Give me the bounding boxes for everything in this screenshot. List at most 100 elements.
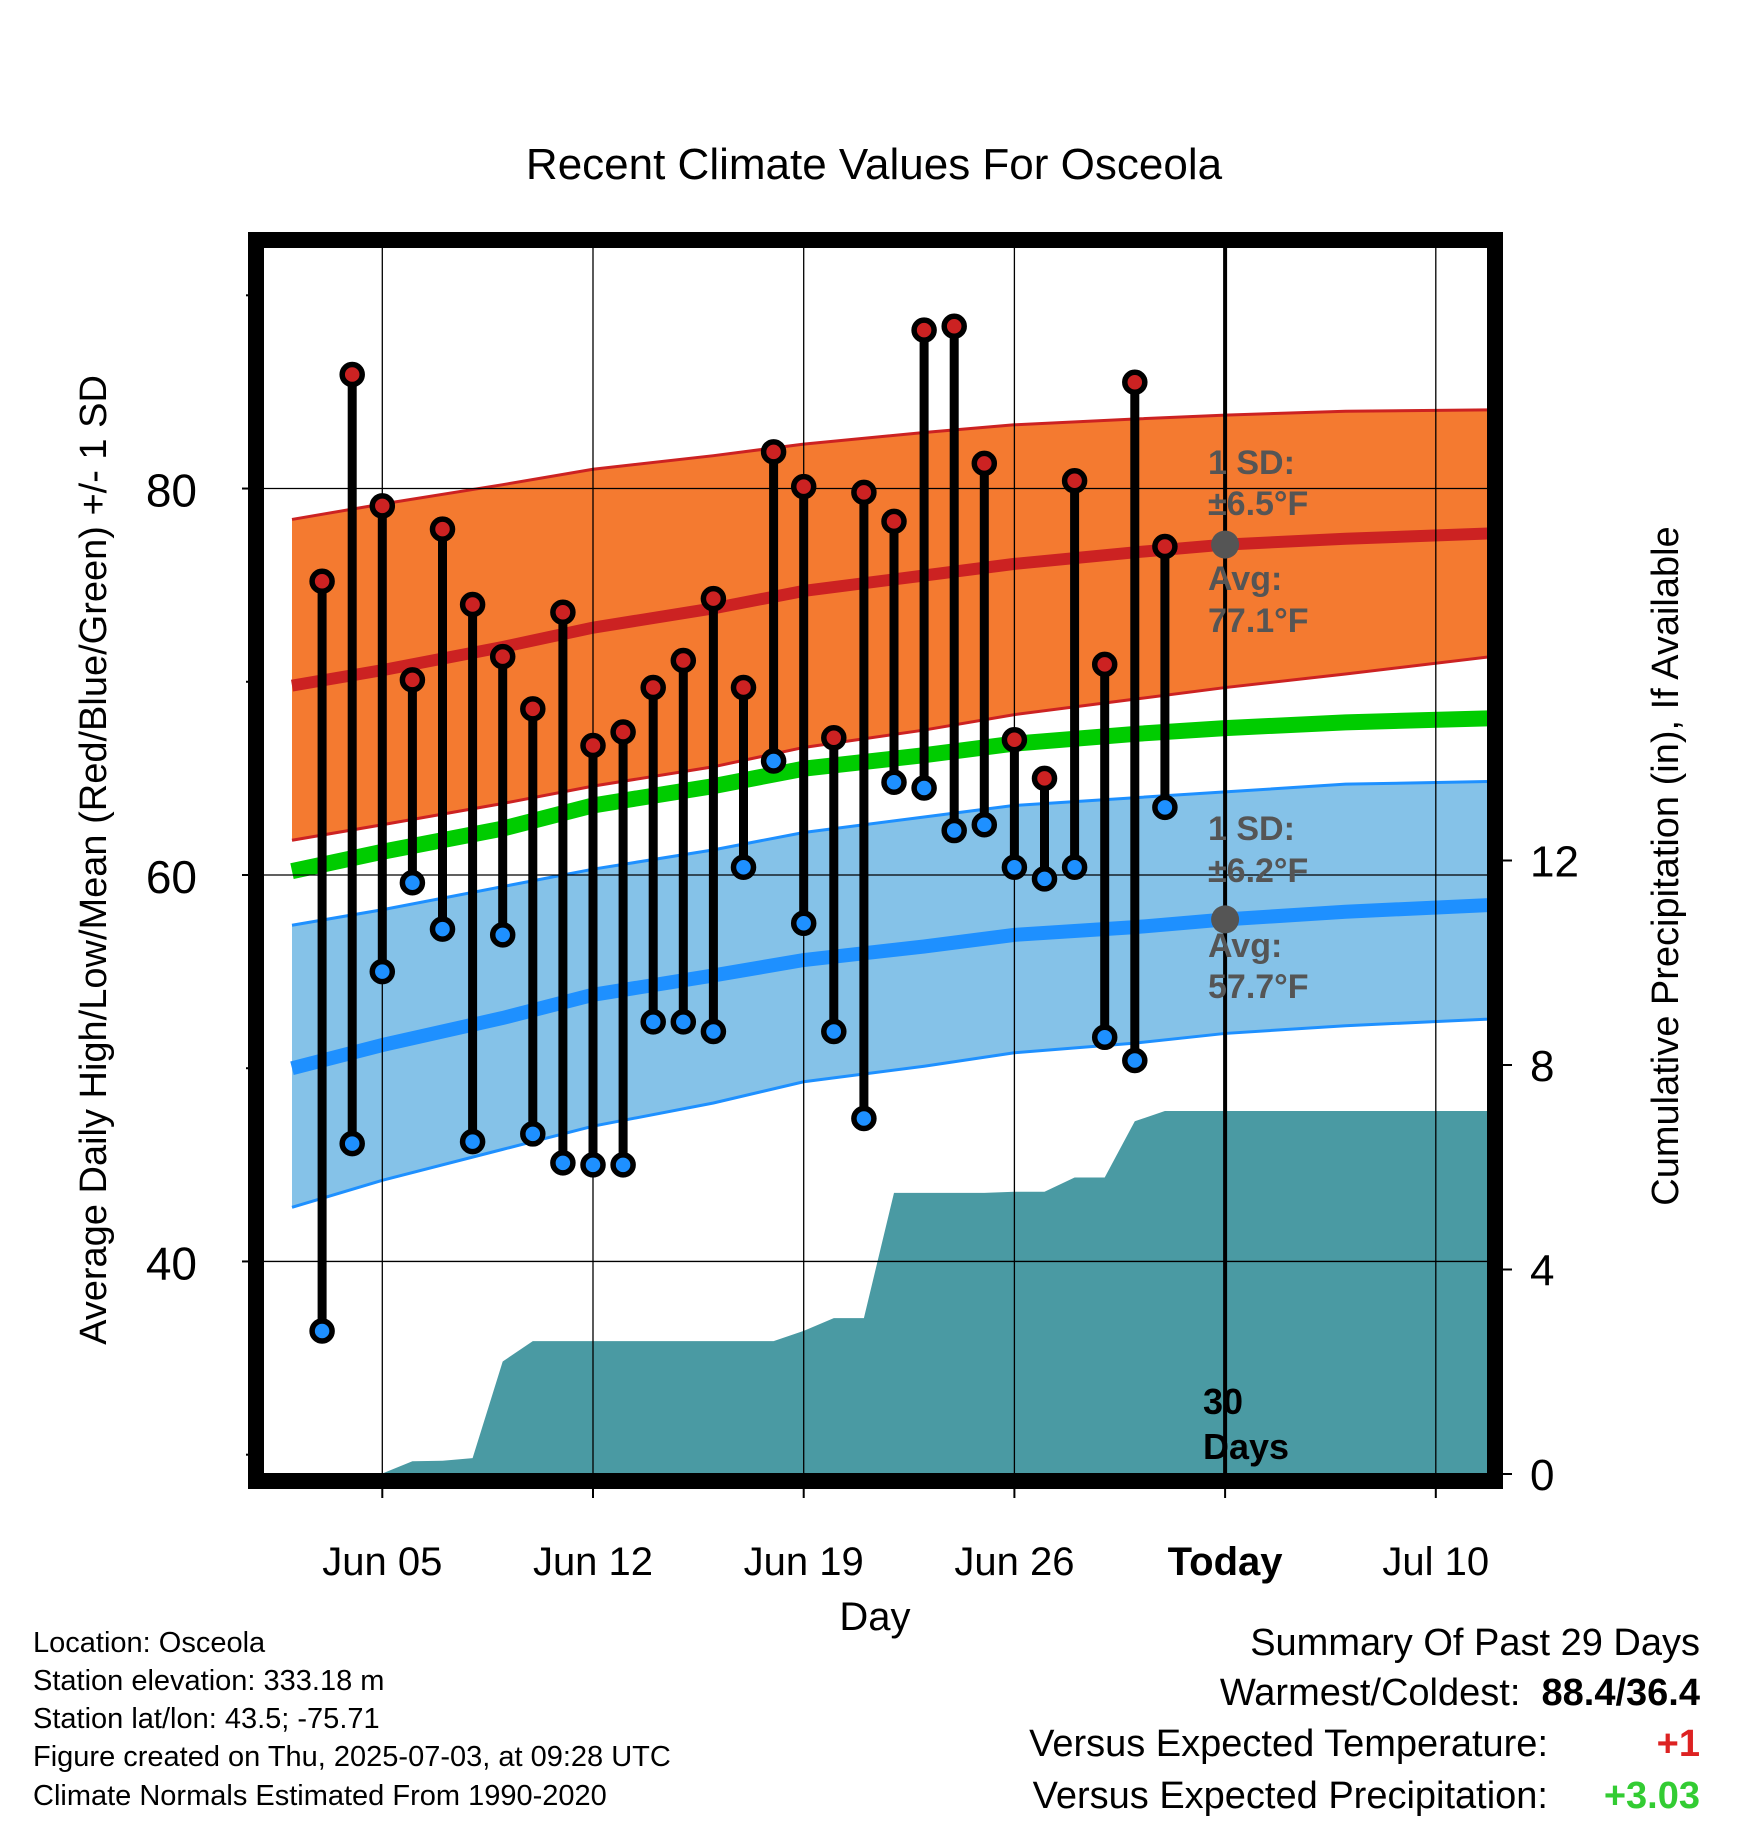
low-point <box>1061 854 1088 881</box>
warm-cold-label: Warmest/Coldest: <box>1219 1672 1521 1714</box>
high-point <box>580 732 606 759</box>
high-point <box>550 599 576 625</box>
x-axis-title: Day <box>839 1595 910 1639</box>
low-point <box>399 869 426 896</box>
x-tick-label: Today <box>1168 1540 1284 1584</box>
y2-axis-title: Cumulative Precipitation (in), If Availa… <box>1645 526 1687 1205</box>
y-tick-label: 60 <box>146 851 197 903</box>
low-point <box>369 958 396 985</box>
high-point <box>670 647 697 674</box>
low-point <box>911 775 937 801</box>
high-point <box>1061 468 1088 494</box>
low-point <box>1091 1024 1118 1051</box>
high-point <box>851 479 877 506</box>
precip-label: Versus Expected Precipitation: <box>1032 1775 1548 1817</box>
low-sd-value: ±6.2°F <box>1208 852 1308 890</box>
days-label: Days <box>1203 1426 1289 1467</box>
high-point <box>1001 726 1028 753</box>
y-tick-label: 80 <box>146 465 197 517</box>
high-point <box>640 674 666 701</box>
y2-tick-label: 0 <box>1530 1451 1554 1500</box>
low-point <box>730 854 757 881</box>
x-tick-label: Jul 10 <box>1382 1540 1489 1584</box>
low-avg-label: Avg: <box>1208 927 1282 965</box>
y2-tick-label: 8 <box>1530 1042 1554 1091</box>
low-point <box>489 922 516 948</box>
high-point <box>429 516 456 542</box>
x-tick-label: Jun 12 <box>533 1540 653 1584</box>
x-tick-label: Jun 26 <box>954 1540 1074 1584</box>
low-point <box>1152 794 1178 821</box>
high-point <box>369 493 396 519</box>
low-avg-value: 57.7°F <box>1208 968 1309 1006</box>
low-point <box>520 1121 546 1147</box>
days-count: 30 <box>1203 1381 1243 1422</box>
high-avg-label: Avg: <box>1208 560 1282 598</box>
high-point <box>790 473 817 500</box>
high-point <box>459 591 486 618</box>
elevation-text: Station elevation: 333.18 m <box>33 1665 385 1697</box>
y-axis-title: Average Daily High/Low/Mean (Red/Blue/Gr… <box>73 375 115 1345</box>
high-point <box>700 585 727 612</box>
high-point <box>489 643 516 670</box>
low-point <box>459 1128 486 1155</box>
high-point <box>971 450 998 477</box>
precipitation-area <box>292 1111 1488 1474</box>
high-point <box>309 568 335 595</box>
low-point <box>580 1152 606 1178</box>
high-point <box>399 667 426 693</box>
warm-cold-value: 88.4/36.4 <box>1541 1672 1700 1714</box>
low-point <box>790 910 817 937</box>
high-point <box>610 719 636 745</box>
high-point <box>339 361 365 388</box>
low-point <box>881 769 907 795</box>
low-point <box>670 1009 697 1035</box>
low-point <box>941 817 967 844</box>
latlon-text: Station lat/lon: 43.5; -75.71 <box>33 1703 380 1735</box>
high-sd-label: 1 SD: <box>1208 444 1295 482</box>
y2-tick-label: 4 <box>1530 1247 1554 1296</box>
low-point <box>640 1009 666 1035</box>
chart-title: Recent Climate Values For Osceola <box>525 140 1223 189</box>
high-point <box>1091 651 1118 678</box>
low-point <box>1122 1047 1148 1074</box>
high-sd-value: ±6.5°F <box>1208 485 1308 523</box>
low-point <box>550 1150 576 1176</box>
high-point <box>520 696 546 722</box>
high-point <box>821 725 847 751</box>
low-point <box>309 1318 335 1344</box>
summary-warm-cold: Warmest/Coldest: 88.4/36.4 <box>1220 1672 1700 1715</box>
high-point <box>1122 369 1148 396</box>
summary-heading: Summary Of Past 29 Days <box>1250 1622 1700 1664</box>
high-point <box>730 674 757 701</box>
created-text: Figure created on Thu, 2025-07-03, at 09… <box>33 1741 671 1773</box>
precip-value: +3.03 <box>1603 1775 1700 1817</box>
low-point <box>1031 866 1058 892</box>
x-tick-label: Jun 05 <box>322 1540 442 1584</box>
low-point <box>760 748 787 774</box>
low-point <box>851 1105 877 1132</box>
high-point <box>911 317 937 343</box>
low-point <box>339 1130 365 1157</box>
high-point <box>1031 765 1058 792</box>
low-sd-label: 1 SD: <box>1208 810 1295 848</box>
x-tick-label: Jun 19 <box>744 1540 864 1584</box>
temp-value: +1 <box>1656 1723 1700 1765</box>
low-avg-marker <box>1211 905 1240 934</box>
location-text: Location: Osceola <box>33 1627 266 1659</box>
high-point <box>760 439 787 465</box>
high-avg-marker <box>1211 530 1240 559</box>
low-point <box>971 812 998 838</box>
low-point <box>1001 854 1028 881</box>
high-point <box>881 508 907 535</box>
low-point <box>429 916 456 942</box>
low-point <box>700 1018 727 1045</box>
high-point <box>1152 533 1178 560</box>
low-point <box>821 1018 847 1045</box>
high-avg-value: 77.1°F <box>1208 602 1309 640</box>
y-tick-label: 40 <box>146 1237 197 1289</box>
high-point <box>941 313 967 339</box>
axes: 40 60 80 0 4 8 12 Jun 05 Jun 12 Jun 19 Jun 26 Today… <box>73 232 1687 1639</box>
